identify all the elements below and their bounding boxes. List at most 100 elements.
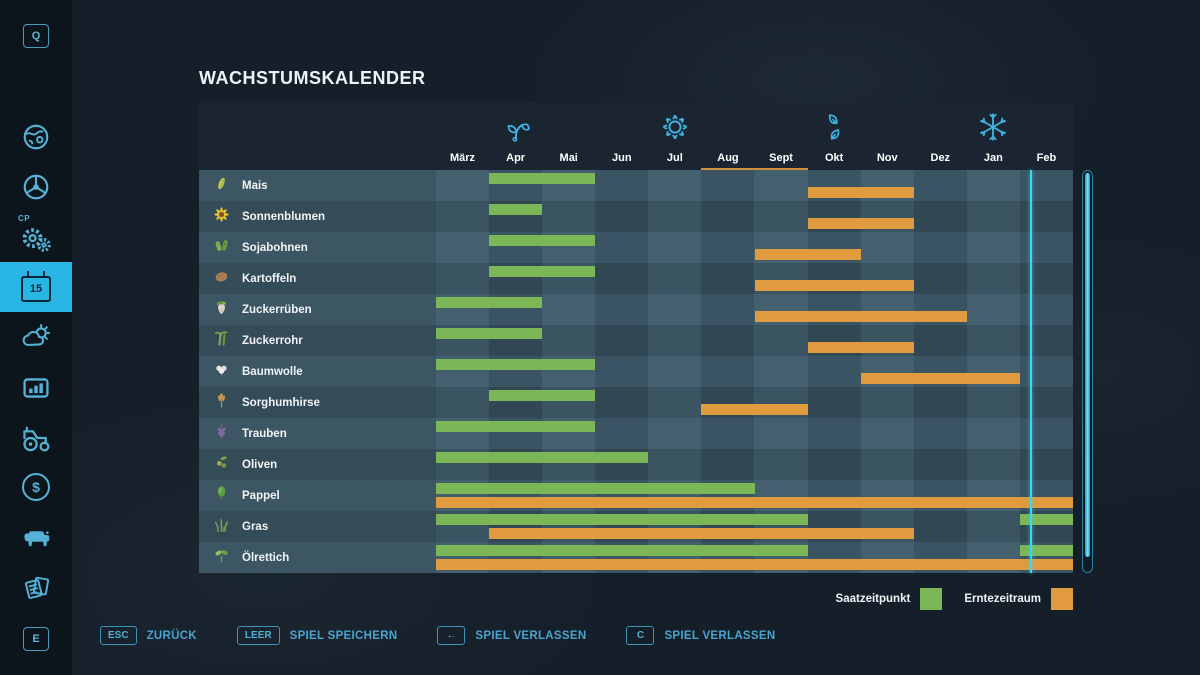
grid-cell [1019,294,1073,325]
crop-timeline [436,170,1073,201]
grid-cell [595,263,649,294]
sidebar-item-courseplay[interactable]: CP [0,214,72,260]
grid-cell [1019,325,1073,356]
grid-cell [701,325,755,356]
grid-cell [860,232,914,263]
sow-period-bar [436,483,755,494]
footer-button-zur-ck[interactable]: ESC ZURÜCK [100,626,197,645]
courseplay-label: CP [18,214,31,223]
calendar-row: Zuckerrüben [199,294,1073,325]
harvest-period-bar [754,311,967,322]
sidebar-item-calendar[interactable]: 15 [0,262,72,312]
sidebar-item-finances[interactable]: $ [0,464,72,510]
grid-cell [595,201,649,232]
grid-cell [913,387,967,418]
grid-cell [701,201,755,232]
sidebar-item-animals[interactable] [0,514,72,560]
grapes-icon [213,423,230,445]
grid-cell [542,294,596,325]
poplar-icon [213,485,230,507]
calendar-header-spacer [199,103,436,170]
calendar-body: Mais Sonnenblumen Sojabohnen Kartoffeln Zuck… [199,170,1073,573]
calendar-row: Sojabohnen [199,232,1073,263]
crop-timeline [436,387,1073,418]
harvest-period-bar [807,218,914,229]
grid-cell [807,356,861,387]
grid-cell [966,418,1020,449]
grid-cell [648,294,702,325]
sow-period-bar [489,390,596,401]
grid-cell [648,263,702,294]
sidebar-item-hotkey-e[interactable]: E [0,616,72,662]
crop-name: Zuckerrohr [242,334,303,347]
harvest-period-bar [860,373,1020,384]
legend-item: Saatzeitpunkt [836,588,943,610]
sow-period-bar [436,452,649,463]
sidebar-item-vehicles[interactable] [0,164,72,210]
grid-cell [913,263,967,294]
potato-icon [213,268,230,290]
footer-button-spiel-speichern[interactable]: LEER SPIEL SPEICHERN [236,626,398,645]
corn-icon [213,175,230,197]
grid-cell [754,356,808,387]
calendar-icon: 15 [21,271,51,302]
key-badge: ← [437,626,466,645]
sunflower-icon [213,206,230,228]
sow-period-bar [1019,545,1073,556]
grid-cell [701,449,755,480]
sow-period-bar [489,266,596,277]
month-label: Apr [506,152,526,164]
crop-name: Sojabohnen [242,241,308,254]
harvest-period-bar [754,249,861,260]
globe-icon [23,124,49,150]
sugar-beet-icon [213,299,230,321]
grid-cell [595,387,649,418]
grid-cell [1019,449,1073,480]
key-badge: C [626,626,655,645]
sidebar-item-weather[interactable] [0,314,72,360]
sow-period-bar [489,173,596,184]
grid-cell [1019,201,1073,232]
grid-cell [648,387,702,418]
sow-period-bar [436,421,596,432]
grid-cell [966,294,1020,325]
sow-period-bar [436,297,543,308]
footer-button-spiel-verlassen[interactable]: C SPIEL VERLASSEN [626,626,775,645]
sidebar-item-vehicles-overview[interactable] [0,415,72,461]
scrollbar-thumb[interactable] [1085,173,1090,557]
grid-cell [436,263,490,294]
grid-cell [913,201,967,232]
courseplay-gears-icon [22,228,51,252]
e-key-icon: E [23,627,49,651]
month-label: Sept [769,152,793,164]
sidebar-item-map[interactable] [0,114,72,160]
sidebar-item-statistics[interactable] [0,365,72,411]
sow-period-bar [489,204,543,215]
grid-cell [648,449,702,480]
olive-icon [213,454,230,476]
current-time-line [1030,170,1032,573]
crop-timeline [436,449,1073,480]
legend-label: Erntezeitraum [964,593,1041,605]
footer-button-spiel-verlassen[interactable]: ← SPIEL VERLASSEN [437,626,586,645]
crop-label-cell: Baumwolle [199,356,436,387]
grid-cell [966,201,1020,232]
month-label: Jun [612,152,632,164]
crop-timeline [436,418,1073,449]
grid-cell [542,325,596,356]
crop-timeline [436,325,1073,356]
sow-period-bar [436,514,808,525]
sidebar-item-contracts[interactable] [0,564,72,610]
grid-cell [1019,263,1073,294]
grid-cell [807,449,861,480]
crop-label-cell: Trauben [199,418,436,449]
footer-button-label: SPIEL VERLASSEN [664,629,776,642]
grid-cell [966,511,1020,542]
sidebar-item-hotkey-q[interactable]: Q [0,13,72,59]
harvest-period-bar [754,280,914,291]
cow-icon [24,531,50,547]
dollar-glyph: $ [32,479,40,495]
calendar-header-grid: März Apr Mai Jun Jul Aug Sept Okt Nov Dez Jan Feb [436,103,1073,170]
grid-cell [701,294,755,325]
grid-cell [1019,356,1073,387]
